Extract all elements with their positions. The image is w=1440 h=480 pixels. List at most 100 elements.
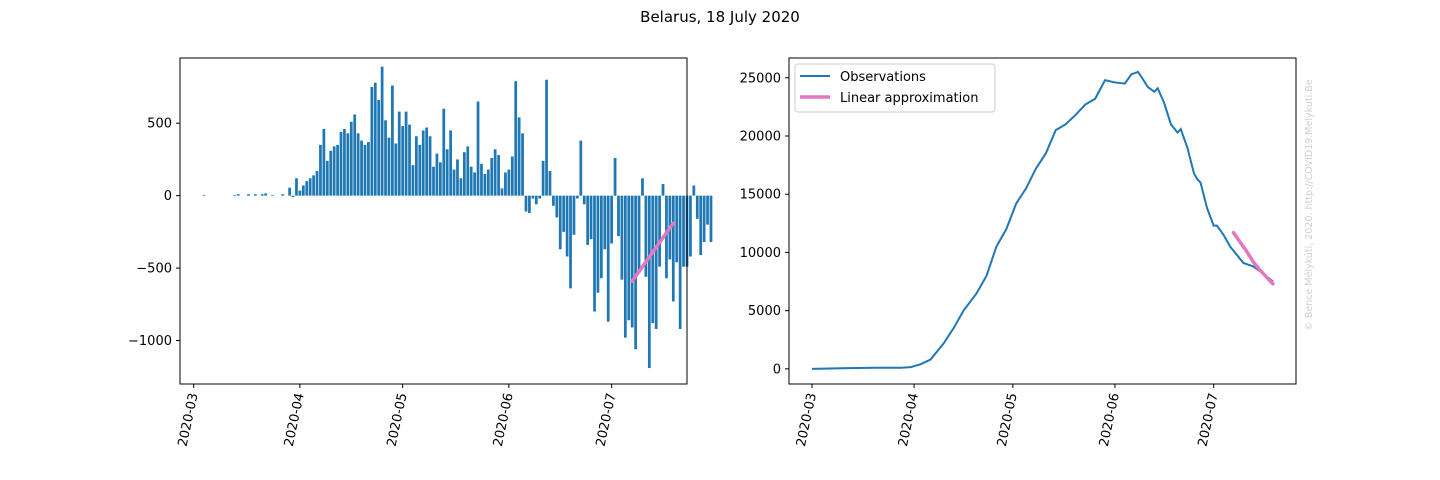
daily-change-bar bbox=[500, 188, 504, 196]
daily-change-bar bbox=[644, 195, 648, 277]
daily-change-bar bbox=[363, 144, 367, 196]
daily-change-bar bbox=[428, 136, 432, 196]
daily-change-bar bbox=[305, 181, 309, 196]
right-y-tick-label: 15000 bbox=[740, 188, 781, 203]
left-x-tick-label: 2020-07 bbox=[594, 392, 620, 448]
daily-change-bar bbox=[370, 86, 374, 196]
chart-legend: Observations Linear approximation bbox=[794, 63, 996, 113]
daily-change-bar bbox=[675, 195, 679, 263]
daily-change-bar bbox=[658, 195, 661, 267]
left-linear-approximation-line bbox=[630, 221, 676, 283]
daily-change-bar bbox=[438, 162, 442, 196]
left-x-tick-label: 2020-06 bbox=[491, 392, 517, 448]
daily-change-bar bbox=[682, 195, 685, 267]
daily-change-bar bbox=[418, 144, 422, 196]
daily-change-bar bbox=[548, 171, 552, 196]
left-x-tick-label: 2020-04 bbox=[282, 392, 308, 448]
right-x-tick-label: 2020-07 bbox=[1196, 392, 1222, 448]
daily-change-bar bbox=[411, 165, 415, 196]
left-y-tick-label: 500 bbox=[147, 117, 172, 132]
daily-change-bar bbox=[706, 195, 709, 225]
copyright-watermark: © Bence Mélykúti, 2020. http://COVID19.M… bbox=[1304, 79, 1315, 330]
daily-change-bar bbox=[432, 166, 435, 196]
daily-change-bar bbox=[634, 195, 637, 350]
daily-change-bar bbox=[298, 190, 302, 196]
daily-change-bar bbox=[373, 82, 377, 196]
daily-change-bar bbox=[452, 169, 456, 196]
daily-change-bar bbox=[582, 195, 586, 205]
daily-change-bar bbox=[319, 144, 322, 196]
daily-change-bar bbox=[593, 195, 596, 312]
daily-change-bar bbox=[671, 195, 675, 302]
daily-change-bar bbox=[617, 195, 620, 237]
daily-change-bar bbox=[579, 140, 583, 196]
daily-change-bar bbox=[497, 155, 500, 196]
daily-change-bar bbox=[260, 194, 264, 196]
daily-change-bar bbox=[435, 153, 439, 196]
daily-change-bar bbox=[264, 193, 268, 196]
daily-change-bar bbox=[336, 144, 339, 196]
daily-change-bar bbox=[295, 178, 298, 196]
daily-change-bar bbox=[486, 169, 490, 196]
daily-change-bar bbox=[562, 195, 566, 232]
right-y-tick-label: 5000 bbox=[748, 304, 781, 319]
daily-change-bar bbox=[555, 195, 559, 218]
daily-change-bar bbox=[288, 187, 291, 196]
daily-change-bar bbox=[301, 185, 305, 196]
daily-change-bar bbox=[620, 195, 624, 280]
observations-line bbox=[812, 70, 1274, 370]
daily-change-bar bbox=[353, 114, 357, 196]
daily-change-bar bbox=[401, 126, 405, 196]
daily-change-bar bbox=[538, 195, 542, 199]
figure-title: Belarus, 18 July 2020 bbox=[640, 8, 800, 26]
daily-change-bar bbox=[651, 195, 655, 324]
daily-change-bar bbox=[480, 163, 483, 196]
daily-change-bar bbox=[236, 194, 240, 196]
daily-change-bar bbox=[394, 143, 398, 196]
daily-change-bar bbox=[339, 131, 343, 196]
daily-change-bar bbox=[466, 146, 470, 196]
daily-change-bar bbox=[586, 195, 590, 245]
daily-change-bar bbox=[610, 195, 613, 244]
daily-change-bar bbox=[531, 195, 535, 199]
right-x-axis: 2020-03 2020-04 2020-05 2020-06 2020-07 bbox=[794, 384, 1222, 448]
right-y-tick-label: 10000 bbox=[740, 246, 781, 261]
daily-change-bar bbox=[637, 195, 641, 271]
daily-change-bar bbox=[709, 195, 713, 242]
daily-change-bar bbox=[291, 195, 295, 198]
daily-change-bar bbox=[606, 195, 610, 322]
daily-change-bar bbox=[541, 160, 545, 196]
daily-change-bar bbox=[654, 195, 658, 329]
daily-change-bar bbox=[603, 195, 607, 250]
daily-change-bar bbox=[404, 111, 408, 196]
daily-change-bar bbox=[490, 157, 494, 196]
daily-change-bar bbox=[534, 195, 538, 205]
daily-change-bar bbox=[552, 195, 555, 206]
daily-change-bar bbox=[545, 79, 548, 196]
right-y-tick-label: 20000 bbox=[740, 130, 781, 145]
left-y-tick-label: −1000 bbox=[128, 334, 172, 349]
daily-change-bar bbox=[623, 195, 627, 338]
daily-change-bar bbox=[524, 195, 528, 212]
daily-change-bar bbox=[572, 195, 576, 235]
daily-change-bar bbox=[517, 117, 521, 196]
daily-change-bars bbox=[202, 66, 713, 369]
daily-change-bar bbox=[397, 111, 401, 196]
daily-change-bar bbox=[589, 195, 593, 240]
left-y-axis: −1000 −500 0 500 bbox=[128, 117, 180, 349]
daily-change-bar bbox=[678, 195, 682, 329]
daily-change-bar bbox=[322, 129, 326, 196]
daily-change-bar bbox=[360, 140, 363, 196]
daily-change-bar bbox=[449, 130, 452, 196]
left-x-tick-label: 2020-05 bbox=[385, 392, 411, 448]
daily-change-bar bbox=[514, 81, 518, 196]
daily-change-bar bbox=[308, 178, 312, 196]
daily-change-bar bbox=[281, 194, 285, 196]
daily-change-bar bbox=[627, 195, 631, 321]
daily-change-bar bbox=[528, 195, 531, 214]
daily-change-bar bbox=[702, 195, 706, 242]
daily-change-bar bbox=[647, 195, 651, 369]
daily-change-bar bbox=[312, 175, 315, 196]
daily-change-bar bbox=[483, 173, 487, 196]
